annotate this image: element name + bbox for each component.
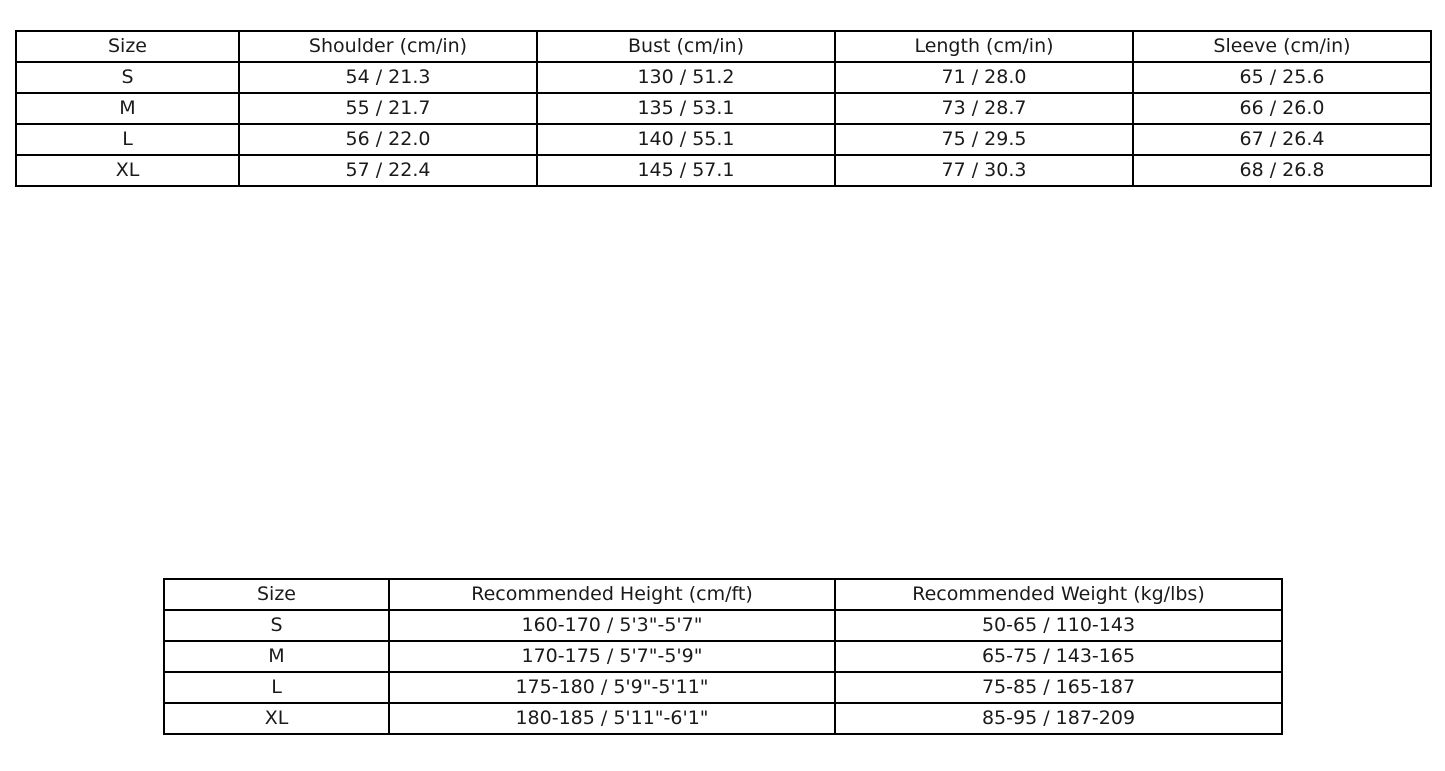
table-cell: L <box>163 671 390 704</box>
table-cell: M <box>15 92 240 125</box>
table-cell: 85-95 / 187-209 <box>834 702 1283 735</box>
column-header-bust: Bust (cm/in) <box>536 30 836 63</box>
recommendation-header-row: Size Recommended Height (cm/ft) Recommen… <box>163 578 1283 611</box>
recommendation-row-l: L 175-180 / 5'9"-5'11" 75-85 / 165-187 <box>163 671 1283 704</box>
table-cell: 71 / 28.0 <box>834 61 1134 94</box>
table-cell: 75 / 29.5 <box>834 123 1134 156</box>
table-cell: 68 / 26.8 <box>1132 154 1432 187</box>
table-cell: 145 / 57.1 <box>536 154 836 187</box>
measurement-table: Size Shoulder (cm/in) Bust (cm/in) Lengt… <box>15 30 1432 187</box>
column-header-recommended-weight: Recommended Weight (kg/lbs) <box>834 578 1283 611</box>
column-header-shoulder: Shoulder (cm/in) <box>238 30 538 63</box>
table-cell: 170-175 / 5'7"-5'9" <box>388 640 836 673</box>
column-header-recommended-height: Recommended Height (cm/ft) <box>388 578 836 611</box>
table-cell: 66 / 26.0 <box>1132 92 1432 125</box>
table-cell: 50-65 / 110-143 <box>834 609 1283 642</box>
table-cell: 175-180 / 5'9"-5'11" <box>388 671 836 704</box>
table-cell: 67 / 26.4 <box>1132 123 1432 156</box>
table-cell: 55 / 21.7 <box>238 92 538 125</box>
table-cell: 54 / 21.3 <box>238 61 538 94</box>
table-cell: L <box>15 123 240 156</box>
table-cell: M <box>163 640 390 673</box>
table-cell: 77 / 30.3 <box>834 154 1134 187</box>
measurement-row-s: S 54 / 21.3 130 / 51.2 71 / 28.0 65 / 25… <box>15 61 1432 94</box>
table-cell: 65 / 25.6 <box>1132 61 1432 94</box>
table-cell: 160-170 / 5'3"-5'7" <box>388 609 836 642</box>
table-cell: XL <box>15 154 240 187</box>
column-header-size: Size <box>163 578 390 611</box>
table-cell: 180-185 / 5'11"-6'1" <box>388 702 836 735</box>
table-cell: S <box>15 61 240 94</box>
table-cell: S <box>163 609 390 642</box>
table-cell: 130 / 51.2 <box>536 61 836 94</box>
column-header-size: Size <box>15 30 240 63</box>
recommendation-row-s: S 160-170 / 5'3"-5'7" 50-65 / 110-143 <box>163 609 1283 642</box>
measurement-row-l: L 56 / 22.0 140 / 55.1 75 / 29.5 67 / 26… <box>15 123 1432 156</box>
table-cell: 135 / 53.1 <box>536 92 836 125</box>
column-header-sleeve: Sleeve (cm/in) <box>1132 30 1432 63</box>
table-cell: 140 / 55.1 <box>536 123 836 156</box>
measurement-row-m: M 55 / 21.7 135 / 53.1 73 / 28.7 66 / 26… <box>15 92 1432 125</box>
table-cell: 56 / 22.0 <box>238 123 538 156</box>
table-cell: XL <box>163 702 390 735</box>
table-cell: 75-85 / 165-187 <box>834 671 1283 704</box>
table-cell: 65-75 / 143-165 <box>834 640 1283 673</box>
table-cell: 73 / 28.7 <box>834 92 1134 125</box>
measurement-row-xl: XL 57 / 22.4 145 / 57.1 77 / 30.3 68 / 2… <box>15 154 1432 187</box>
table-cell: 57 / 22.4 <box>238 154 538 187</box>
column-header-length: Length (cm/in) <box>834 30 1134 63</box>
fit-recommendation-table: Size Recommended Height (cm/ft) Recommen… <box>163 578 1283 735</box>
recommendation-row-xl: XL 180-185 / 5'11"-6'1" 85-95 / 187-209 <box>163 702 1283 735</box>
measurement-header-row: Size Shoulder (cm/in) Bust (cm/in) Lengt… <box>15 30 1432 63</box>
recommendation-row-m: M 170-175 / 5'7"-5'9" 65-75 / 143-165 <box>163 640 1283 673</box>
